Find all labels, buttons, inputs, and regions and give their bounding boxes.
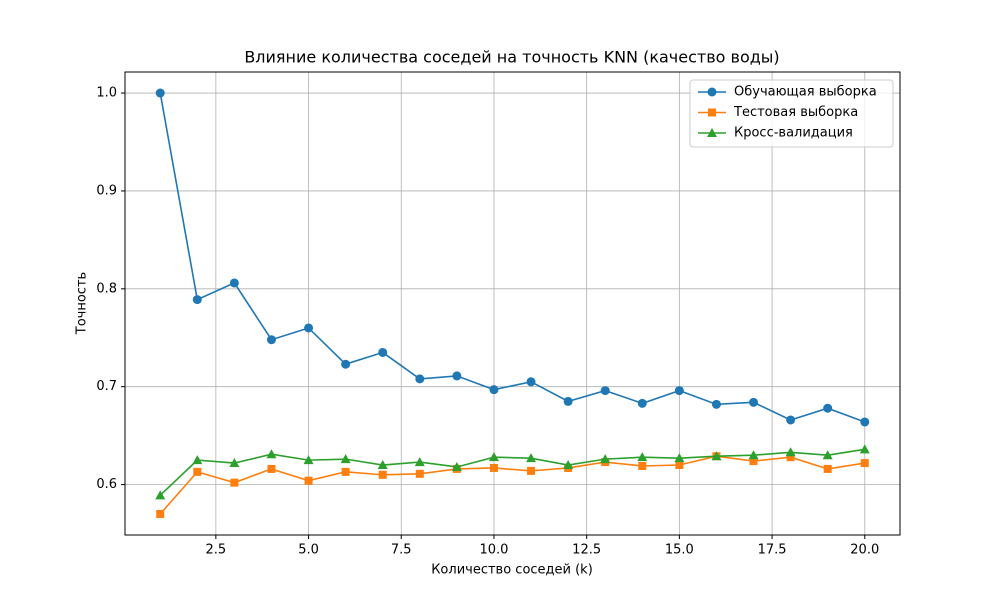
marker [786,415,796,425]
marker [859,444,870,454]
plot-frame [124,71,901,536]
x-tick-label: 10.0 [479,543,508,558]
legend-label: Тестовая выборка [733,105,858,120]
marker [674,386,684,396]
x-tick-label: 15.0 [665,543,694,558]
marker [229,458,240,468]
marker [193,467,202,476]
marker [378,470,387,479]
series-line [159,455,865,515]
marker [786,453,795,462]
marker [708,108,716,117]
marker [526,453,537,463]
marker [192,455,203,465]
x-tick-label: 2.5 [206,543,227,558]
marker [341,467,350,476]
chart-title: Влияние количества соседей на точность K… [244,48,779,67]
marker [415,469,424,478]
marker [637,452,648,462]
marker [155,88,165,98]
y-tick-label: 0.7 [96,379,117,394]
marker [749,397,759,407]
marker [155,490,166,500]
marker [230,478,239,487]
marker [600,454,611,464]
x-tick-label: 7.5 [391,543,412,558]
marker [340,454,351,464]
marker [860,417,870,427]
marker [822,450,833,460]
marker [823,403,833,413]
x-tick-label: 17.5 [758,543,787,558]
marker [674,453,685,463]
legend-label: Кросс-валидация [734,126,853,141]
marker [304,323,314,333]
marker [377,460,388,470]
marker [488,452,499,462]
marker [229,278,239,288]
marker [748,450,759,460]
x-axis-label: Количество соседей (k) [431,563,593,578]
marker [675,461,684,470]
marker [637,398,647,408]
marker [452,371,462,381]
series-line [159,448,865,496]
marker [563,396,573,406]
marker [638,461,647,470]
marker [526,377,536,387]
x-tick-label: 20.0 [850,543,879,558]
marker [600,386,610,396]
marker [304,476,313,485]
x-tick-label: 12.5 [572,543,601,558]
marker [823,464,832,473]
marker [785,447,796,457]
marker [563,460,574,470]
marker [749,457,758,466]
y-axis-label: Точность [75,272,90,335]
marker [489,385,499,395]
marker [414,457,425,467]
marker [266,449,277,459]
marker [415,374,425,384]
marker [711,451,722,461]
marker [341,359,351,369]
y-tick-label: 1.0 [96,86,117,101]
marker [860,459,869,468]
marker [707,87,717,97]
marker [156,509,165,518]
marker [707,128,717,137]
y-tick-label: 0.8 [96,281,117,296]
marker [451,461,462,471]
marker [378,347,388,357]
marker [489,463,498,472]
marker [303,455,314,465]
y-tick-label: 0.6 [96,477,117,492]
marker [192,295,202,305]
series-line [159,92,866,423]
legend-label: Обучающая выборка [734,85,877,100]
marker [527,466,536,475]
y-tick-label: 0.9 [96,183,117,198]
x-tick-label: 5.0 [298,543,319,558]
marker [267,464,276,473]
legend-box [689,79,894,148]
marker [266,335,276,345]
marker [711,399,721,409]
